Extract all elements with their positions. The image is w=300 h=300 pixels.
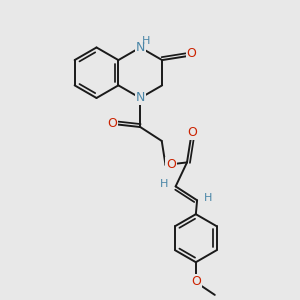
Text: O: O: [107, 116, 117, 130]
Text: H: H: [160, 179, 169, 189]
Text: N: N: [136, 92, 145, 104]
Text: H: H: [141, 36, 150, 46]
Text: N: N: [136, 41, 145, 54]
Text: O: O: [187, 126, 197, 139]
Text: O: O: [191, 275, 201, 288]
Text: H: H: [204, 193, 213, 203]
Text: O: O: [166, 158, 176, 171]
Text: O: O: [187, 47, 196, 60]
